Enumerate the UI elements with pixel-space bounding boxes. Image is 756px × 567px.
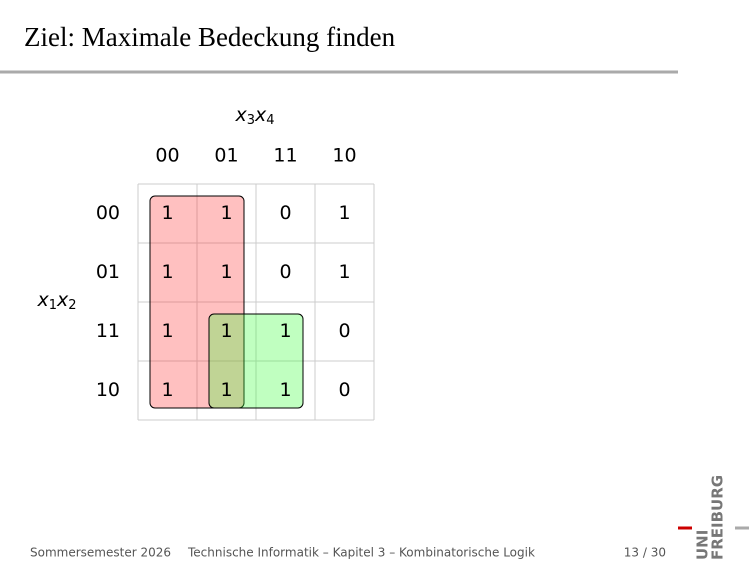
cell-value: 0: [279, 261, 291, 283]
cell-value: 1: [161, 320, 173, 342]
cell-value: 1: [220, 320, 232, 342]
col-header: 00: [155, 145, 179, 167]
footer-left: Sommersemester 2026: [30, 546, 171, 560]
var-sub: 1: [49, 298, 57, 313]
col-header: 10: [332, 145, 356, 167]
cell-value: 1: [161, 261, 173, 283]
cell-value: 1: [220, 202, 232, 224]
cell-value: 1: [220, 261, 232, 283]
cell-value: 1: [279, 379, 291, 401]
footer-right: 13 / 30: [624, 546, 666, 560]
var-base: x: [36, 289, 49, 311]
var-base: x: [234, 104, 247, 126]
red-group: [149, 195, 245, 409]
cell-value: 0: [338, 379, 350, 401]
col-variables: x3x4: [234, 104, 274, 128]
col-header: 01: [214, 145, 238, 167]
cell-value: 0: [338, 320, 350, 342]
var-sub: 4: [266, 113, 274, 128]
row-header: 10: [96, 379, 120, 401]
logo-freiburg: FREIBURG: [709, 475, 727, 560]
slide-title: Ziel: Maximale Bedeckung finden: [24, 22, 396, 52]
var-base: x: [254, 104, 267, 126]
logo: UNI FREIBURG: [678, 475, 749, 560]
row-header: 11: [96, 320, 120, 342]
cell-value: 1: [338, 202, 350, 224]
cell-value: 0: [279, 202, 291, 224]
cell-value: 1: [338, 261, 350, 283]
col-header: 11: [273, 145, 297, 167]
var-sub: 2: [68, 298, 76, 313]
var-sub: 3: [247, 113, 255, 128]
var-base: x: [56, 289, 69, 311]
cell-value: 1: [220, 379, 232, 401]
cell-value: 1: [161, 379, 173, 401]
cell-value: 1: [161, 202, 173, 224]
cell-value: 1: [279, 320, 291, 342]
row-header: 00: [96, 202, 120, 224]
footer: Sommersemester 2026 Technische Informati…: [30, 546, 666, 560]
logo-uni: UNI: [694, 530, 712, 560]
row-variables: x1x2: [36, 289, 76, 313]
green-group: [208, 313, 304, 409]
footer-center: Technische Informatik – Kapitel 3 – Komb…: [187, 546, 535, 560]
row-header: 01: [96, 261, 120, 283]
